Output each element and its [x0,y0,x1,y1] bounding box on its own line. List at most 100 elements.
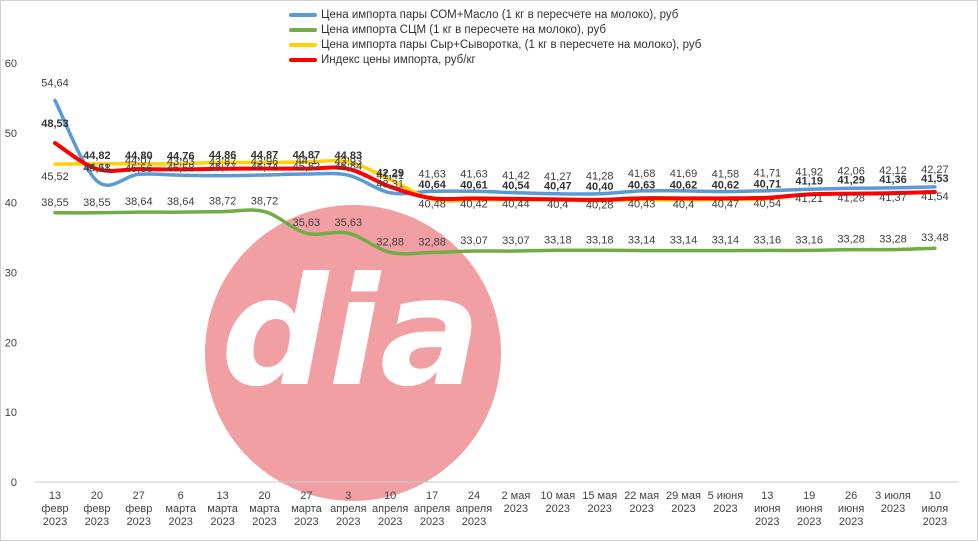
data-label-com_butter: 41,58 [712,169,740,181]
data-label-index: 44,83 [335,150,363,162]
data-label-com_butter: 41,92 [795,166,823,178]
y-tick-label: 20 [5,337,17,349]
data-label-com_butter: 43,96 [251,156,279,168]
data-label-scm: 33,16 [795,234,823,246]
x-tick-label: 17 апреля 2023 [414,490,450,528]
x-tick-label: 27 марта 2023 [291,490,322,528]
data-label-com_butter: 41,68 [628,168,656,180]
data-label-scm: 33,16 [754,234,782,246]
x-tick-label: 24 апреля 2023 [456,490,492,528]
x-tick-label: 26 июня 2023 [838,490,864,528]
data-label-com_butter: 43,93 [167,156,195,168]
data-label-scm: 33,14 [670,235,698,247]
x-tick-label: 10 мая 2023 [540,490,575,515]
x-tick-label: 15 мая 2023 [582,490,617,515]
data-label-index: 44,87 [293,150,321,162]
legend-swatch [289,27,317,32]
data-label-index: 41,36 [879,174,907,186]
data-label-cheese_whey: 45,58 [83,163,111,175]
legend-label: Индекс цены импорта, руб/кг [321,53,476,66]
data-label-scm: 38,64 [167,196,195,208]
x-tick-label: 19 июня 2023 [796,490,822,528]
data-label-com_butter: 41,42 [502,170,530,182]
data-label-scm: 33,28 [879,234,907,246]
data-label-index: 41,19 [795,175,823,187]
data-label-scm: 38,55 [41,197,69,209]
data-label-com_butter: 41,63 [418,168,446,180]
data-label-cheese_whey: 40,48 [418,198,446,210]
data-label-scm: 33,18 [544,234,572,246]
data-label-cheese_whey: 45,77 [209,161,237,173]
data-label-com_butter: 41,27 [544,171,572,183]
data-label-com_butter: 54,64 [41,77,69,89]
x-tick-label: 6 марта 2023 [165,490,196,528]
data-label-com_butter: 41,63 [460,168,488,180]
x-tick-label: 20 марта 2023 [249,490,280,528]
data-label-scm: 33,48 [921,232,949,244]
data-label-index: 40,63 [628,179,656,191]
data-label-index: 40,47 [544,180,572,192]
data-label-index: 44,80 [125,150,153,162]
series-line-scm [53,208,937,256]
x-tick-label: 3 апреля 2023 [330,490,366,528]
x-tick-label: 13 марта 2023 [207,490,238,528]
data-label-index: 40,71 [754,179,782,191]
legend-item-scm: Цена импорта СЦМ (1 кг в пересчете на мо… [289,22,701,37]
data-label-cheese_whey: 45,74 [251,162,279,174]
data-label-index: 44,87 [251,150,279,162]
data-label-cheese_whey: 45,58 [167,163,195,175]
data-label-index: 40,64 [418,179,446,191]
data-label-cheese_whey: 40,47 [712,198,740,210]
data-label-index: 41,53 [921,173,949,185]
legend-swatch [289,42,317,47]
data-label-scm: 32,88 [376,236,404,248]
legend-item-cheese_whey: Цена импорта пары Сыр+Сыворотка, (1 кг в… [289,37,701,52]
data-label-cheese_whey: 40,4 [547,199,568,211]
legend-swatch [289,12,317,17]
data-label-com_butter: 42,06 [837,165,865,177]
data-label-index: 42,29 [376,168,404,180]
data-label-cheese_whey: 45,52 [41,171,69,183]
chart-legend: Цена импорта пары СОМ+Масло (1 кг в пере… [289,7,701,67]
data-label-scm: 33,18 [586,234,614,246]
data-label-cheese_whey: 40,43 [628,199,656,211]
series-line-com_butter [53,98,937,196]
data-label-com_butter: 44,11 [84,162,111,174]
x-tick-label: 5 июня 2023 [708,490,744,515]
data-label-index: 40,62 [712,179,740,191]
data-label-scm: 33,28 [837,234,865,246]
legend-label: Цена импорта СЦМ (1 кг в пересчете на мо… [321,23,606,36]
x-tick-label: 13 февр 2023 [41,490,68,528]
data-label-com_butter: 42,27 [921,164,949,176]
data-label-cheese_whey: 41,37 [879,192,907,204]
y-tick-label: 60 [5,58,17,70]
x-tick-label: 29 мая 2023 [666,490,701,515]
data-label-scm: 38,64 [125,196,153,208]
data-label-cheese_whey: 45,82 [293,161,321,173]
data-label-cheese_whey: 40,42 [460,199,488,211]
series-line-index [53,141,937,202]
data-label-index: 44,86 [209,150,237,162]
data-label-index: 41,29 [837,175,865,187]
legend-label: Цена импорта пары СОМ+Масло (1 кг в пере… [321,8,679,21]
x-tick-label: 2 мая 2023 [501,490,530,515]
data-label-index: 48,53 [41,118,69,130]
data-label-scm: 38,72 [251,196,279,208]
data-label-index: 40,54 [502,180,530,192]
data-label-com_butter: 42,12 [879,165,907,177]
data-label-scm: 35,63 [335,217,363,229]
data-label-cheese_whey: 40,4 [673,199,694,211]
y-tick-label: 40 [5,198,17,210]
legend-item-index: Индекс цены импорта, руб/кг [289,52,701,67]
y-tick-label: 30 [5,268,17,280]
x-tick-label: 20 февр 2023 [83,490,110,528]
y-tick-label: 0 [11,477,17,489]
data-label-scm: 35,63 [293,217,321,229]
data-label-cheese_whey: 40,28 [586,200,614,212]
x-tick-label: 13 июня 2023 [754,490,780,528]
x-tick-label: 22 мая 2023 [624,490,659,515]
data-label-com_butter: 43,87 [209,157,237,169]
data-label-scm: 33,14 [628,235,656,247]
